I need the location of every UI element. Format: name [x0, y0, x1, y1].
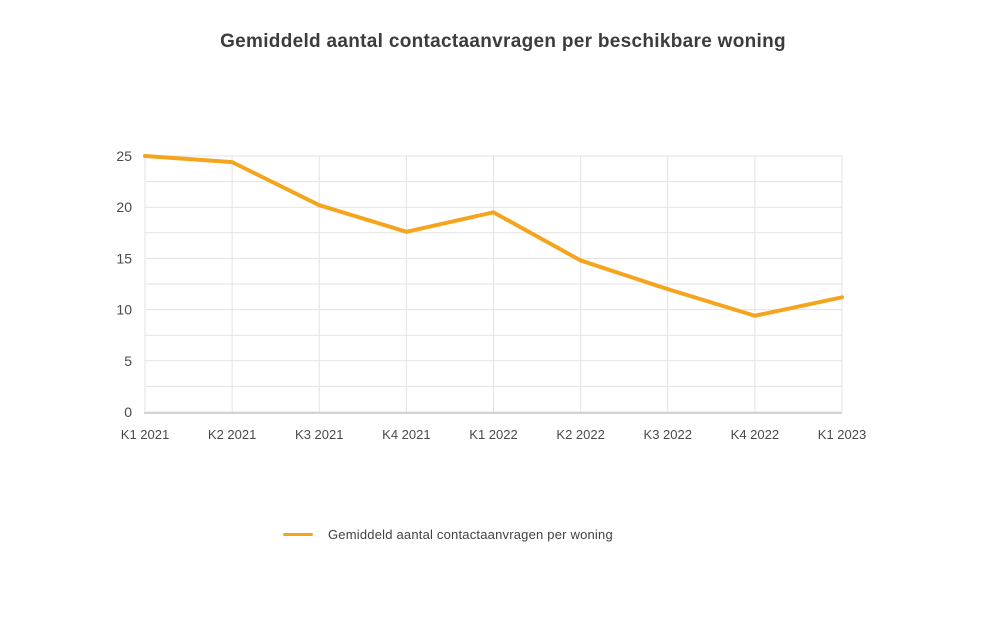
x-tick-label: K3 2022 [644, 427, 692, 442]
x-tick-label: K2 2021 [208, 427, 256, 442]
y-tick-label: 10 [116, 302, 132, 318]
x-tick-label: K4 2021 [382, 427, 430, 442]
x-tick-label: K1 2021 [121, 427, 169, 442]
y-tick-label: 15 [116, 250, 132, 266]
series-line [143, 154, 844, 318]
y-tick-label: 25 [116, 148, 132, 164]
x-tick-label: K4 2022 [731, 427, 779, 442]
legend-line-swatch [283, 532, 313, 536]
x-tick-label: K1 2022 [469, 427, 517, 442]
legend: Gemiddeld aantal contactaanvragen per wo… [283, 524, 613, 544]
x-tick-label: K1 2023 [818, 427, 866, 442]
x-tick-label: K3 2021 [295, 427, 343, 442]
chart-title: Gemiddeld aantal contactaanvragen per be… [220, 31, 786, 52]
legend-label: Gemiddeld aantal contactaanvragen per wo… [328, 526, 613, 542]
x-tick-label: K2 2022 [556, 427, 604, 442]
y-tick-label: 0 [124, 404, 132, 420]
y-tick-label: 5 [124, 353, 132, 369]
y-tick-label: 20 [116, 199, 132, 215]
